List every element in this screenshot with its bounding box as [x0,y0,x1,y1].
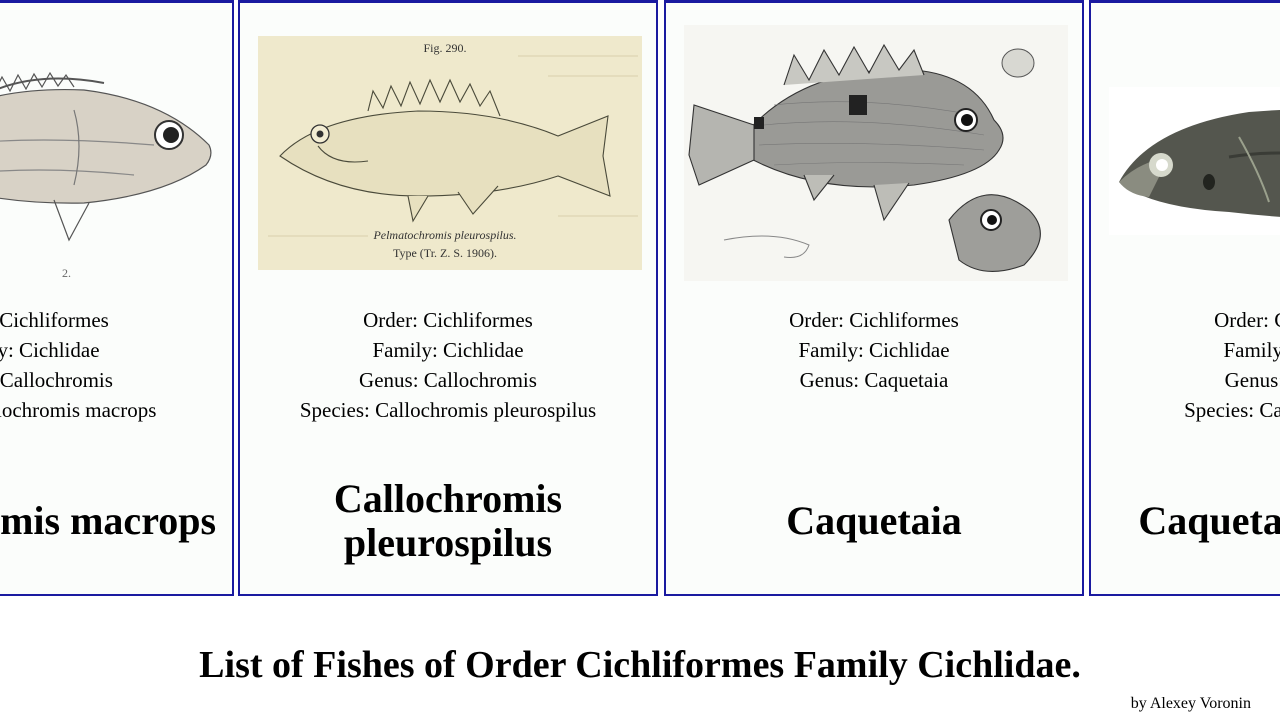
fish-drawing [684,25,1068,281]
fish-card-callochromis-macrops: 2. Order: Cichliformes Family: Cichlidae… [0,0,234,596]
fish-name-text: Caquetaia kraussii [1138,498,1280,543]
fish-drawing: 2. [0,71,212,280]
genus-label: Genus: Caquetaia [1224,368,1280,392]
fish-illustration: Fig. 290. Pelmatochromis pleurospilus. T… [258,36,642,270]
fish-name-line-1: Callochromis [333,476,563,521]
order-label: Order: Cichliformes [789,308,959,332]
family-label: Family: Cichlidae [798,338,950,362]
plate-type: Type (Tr. Z. S. 1906). [393,246,497,260]
plate-caption: Pelmatochromis pleurospilus. [372,228,516,242]
order-label: Order: Cichliformes [0,308,109,332]
fish-photo-drawing [1109,87,1280,235]
family-label: Family: Cichlidae [372,338,524,362]
taxonomy-block: Order: Cichliformes Family: Cichlidae Ge… [240,305,656,425]
fish-illustration [684,25,1068,281]
fish-card-callochromis-pleurospilus: Fig. 290. Pelmatochromis pleurospilus. T… [238,0,658,596]
species-label: Species: Caquetaia kraussii [1184,398,1280,422]
plate-figure-number: Fig. 290. [423,41,466,55]
fish-name: Caquetaia [666,471,1082,571]
author-credit: by Alexey Voronin [1130,695,1251,712]
family-label: Family: Cichlidae [1223,338,1280,362]
taxonomy-block: Order: Cichliformes Family: Cichlidae Ge… [1091,305,1280,425]
family-label: Family: Cichlidae [0,338,100,362]
card-strip: 2. Order: Cichliformes Family: Cichlidae… [0,0,1280,596]
fish-name: Callochromis pleurospilus [240,471,656,571]
fish-name: Caquetaia kraussii [1091,471,1280,571]
fish-illustration: 2. [0,25,218,281]
page-title: List of Fishes of Order Cichliformes Fam… [199,644,1081,686]
order-label: Order: Cichliformes [1214,308,1280,332]
taxonomy-block: Order: Cichliformes Family: Cichlidae Ge… [0,305,232,425]
fish-name-text: Callochromis macrops [0,498,217,543]
fish-photo [1109,87,1280,235]
fish-card-caquetaia: Order: Cichliformes Family: Cichlidae Ge… [664,0,1084,596]
fish-drawing: Fig. 290. Pelmatochromis pleurospilus. T… [258,36,642,270]
fish-name-line-2: pleurospilus [343,520,553,565]
species-label: Species: Callochromis macrops [0,398,157,422]
taxonomy-block: Order: Cichliformes Family: Cichlidae Ge… [666,305,1082,395]
genus-label: Genus: Callochromis [359,368,537,392]
order-label: Order: Cichliformes [363,308,533,332]
species-label: Species: Callochromis pleurospilus [299,398,597,422]
plate-number: 2. [62,266,71,280]
fish-name: Callochromis macrops [0,471,232,571]
genus-label: Genus: Caquetaia [799,368,949,392]
fish-card-caquetaia-kraussii: Order: Cichliformes Family: Cichlidae Ge… [1089,0,1280,596]
fish-name-text: Caquetaia [786,498,962,543]
genus-label: Genus: Callochromis [0,368,113,392]
